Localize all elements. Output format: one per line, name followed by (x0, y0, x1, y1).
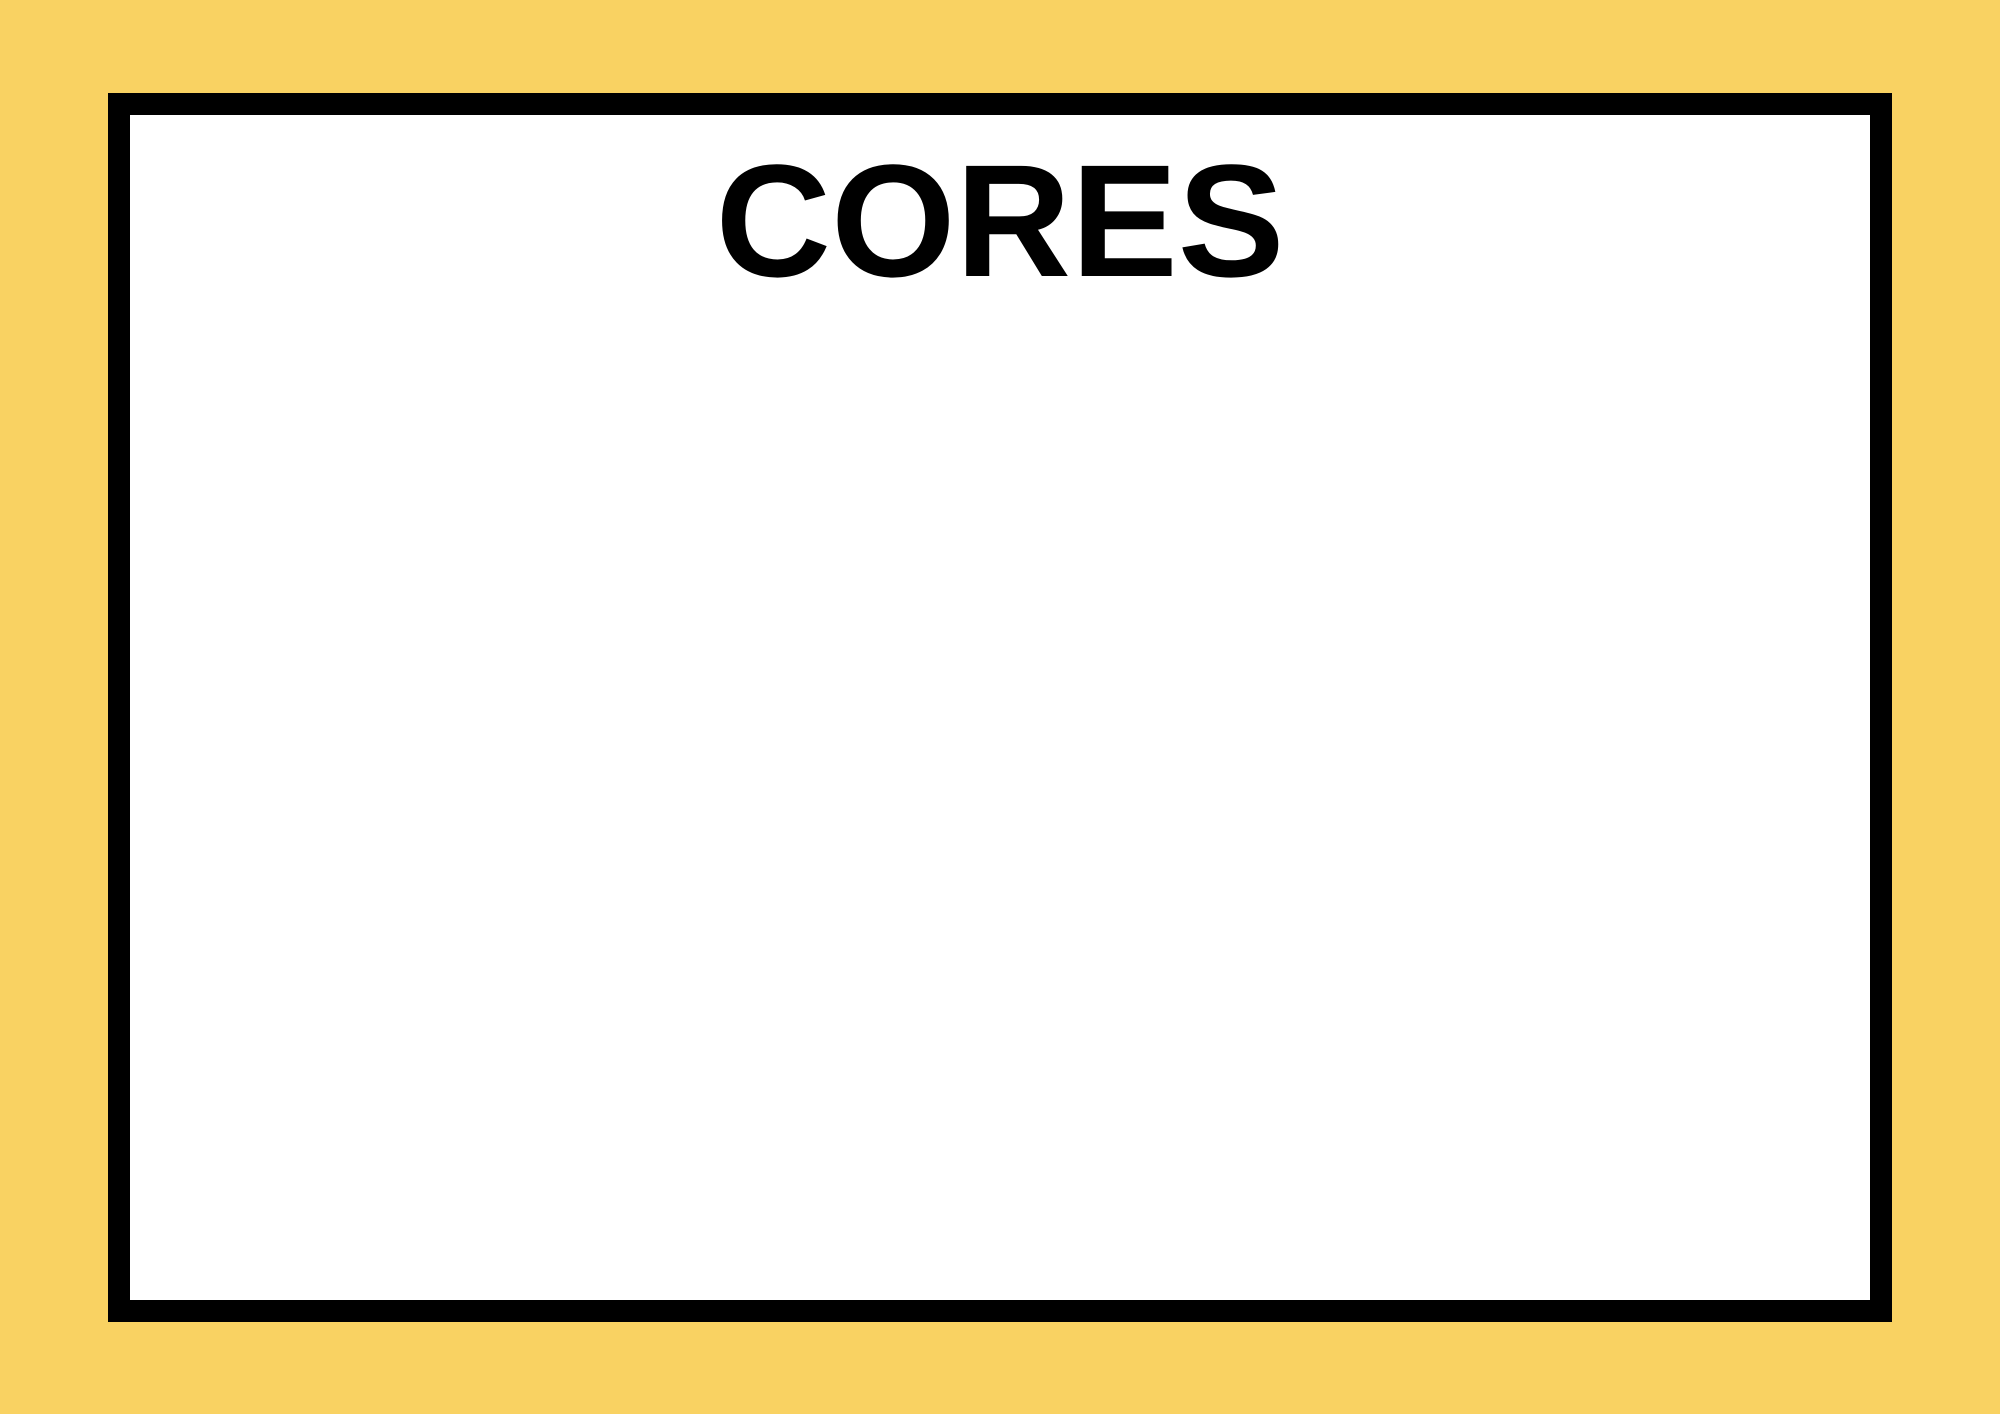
slide-title: CORES (715, 131, 1285, 310)
content-card: CORES (108, 93, 1892, 1322)
